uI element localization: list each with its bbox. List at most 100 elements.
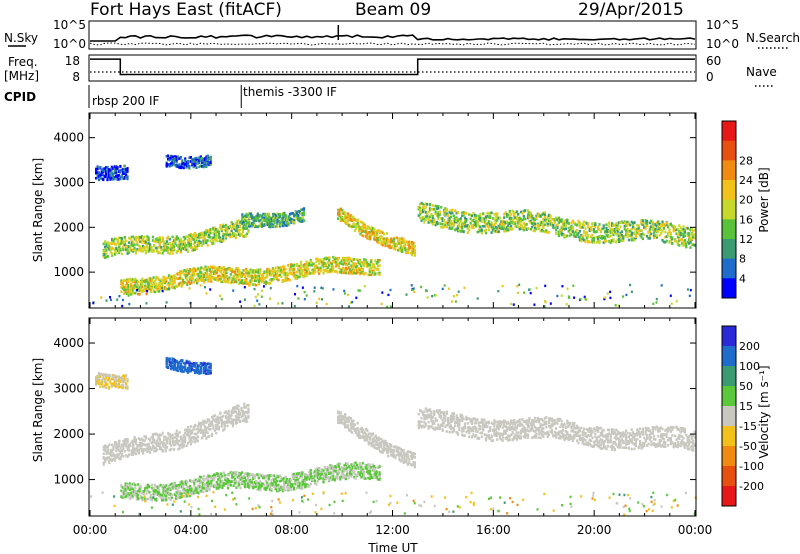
data-cell [693,228,696,232]
data-cell [458,228,461,232]
data-cell [412,247,415,251]
data-cell [117,178,120,181]
data-cell [455,211,458,215]
data-cell [202,165,205,169]
data-cell [367,273,370,277]
data-cell [199,422,202,425]
colorbar-swatch [722,219,736,240]
data-cell [651,224,654,228]
data-cell [374,266,377,269]
data-cell [428,207,432,210]
data-cell [206,230,209,234]
data-cell [269,224,272,227]
data-cell [131,289,134,292]
data-cell [233,418,236,422]
data-cell [302,263,305,267]
data-cell [373,227,376,231]
data-cell [270,217,273,221]
data-cell [428,219,432,222]
data-cell [213,226,216,230]
data-cell [490,211,493,215]
data-cell [115,456,118,459]
data-cell [591,222,594,225]
data-cell [158,447,161,451]
data-cell [146,288,150,291]
data-cell [560,226,563,230]
data-cell [249,270,252,273]
data-cell [190,281,193,285]
data-cell [280,266,283,269]
data-cell [608,222,611,225]
frequency-panel: Freq. [MHz] 18 8 60 0 Nave [4,54,777,87]
data-cell [308,263,311,267]
data-cell [479,219,482,222]
data-cell [143,246,146,249]
data-cell [584,227,587,230]
data-cell [269,222,272,226]
data-cell [183,269,186,272]
data-cell [203,237,206,240]
data-cell [561,285,564,288]
data-cell [177,439,180,443]
data-cell [241,419,244,423]
data-cell [215,238,218,242]
data-cell [316,259,319,262]
data-cell [151,436,154,439]
noise-search-trace [89,42,696,46]
data-cell [184,236,187,239]
data-cell [140,447,143,450]
data-cell [241,271,244,275]
data-cell [173,493,176,496]
data-cell [179,275,182,278]
data-cell [672,225,675,228]
data-cell [198,422,201,426]
data-cell [298,275,301,279]
data-cell [344,257,347,260]
data-cell [294,275,297,278]
data-cell [383,237,386,240]
data-cell [369,235,372,238]
data-cell [479,212,482,216]
data-cell [655,225,658,228]
data-cell [370,229,373,232]
data-cell [129,246,132,250]
data-cell [380,240,383,244]
data-cell [218,269,221,273]
noise-left-tick-low: 10^0 [53,37,86,51]
data-cell [119,170,122,174]
data-cell [144,251,147,255]
data-cell [253,276,256,280]
data-cell [483,225,486,228]
data-cell [363,285,366,288]
data-cell [287,264,290,267]
data-cell [338,214,341,217]
data-cell [674,225,677,229]
data-cell [497,227,500,231]
data-cell [160,446,163,450]
data-cell [630,290,633,293]
data-cell [383,239,386,243]
data-cell [491,217,495,220]
data-cell [590,228,593,232]
data-cell [377,237,380,240]
data-cell [496,230,499,234]
data-cell [134,235,138,239]
data-cell [335,264,338,268]
data-cell [102,242,105,246]
data-cell [665,239,668,243]
data-cell [625,221,628,224]
data-cell [241,234,244,238]
data-cell [233,270,237,274]
data-cell [306,262,310,265]
data-cell [218,274,221,278]
data-cell [281,213,285,217]
cpid-segment-1: rbsp 200 IF [92,94,159,108]
data-cell [133,448,136,452]
data-cell [112,457,115,461]
data-cell [373,235,376,239]
data-cell [135,498,138,501]
data-cell [609,241,612,245]
data-cell [660,224,663,228]
data-cell [161,278,164,282]
data-cell [339,261,342,265]
